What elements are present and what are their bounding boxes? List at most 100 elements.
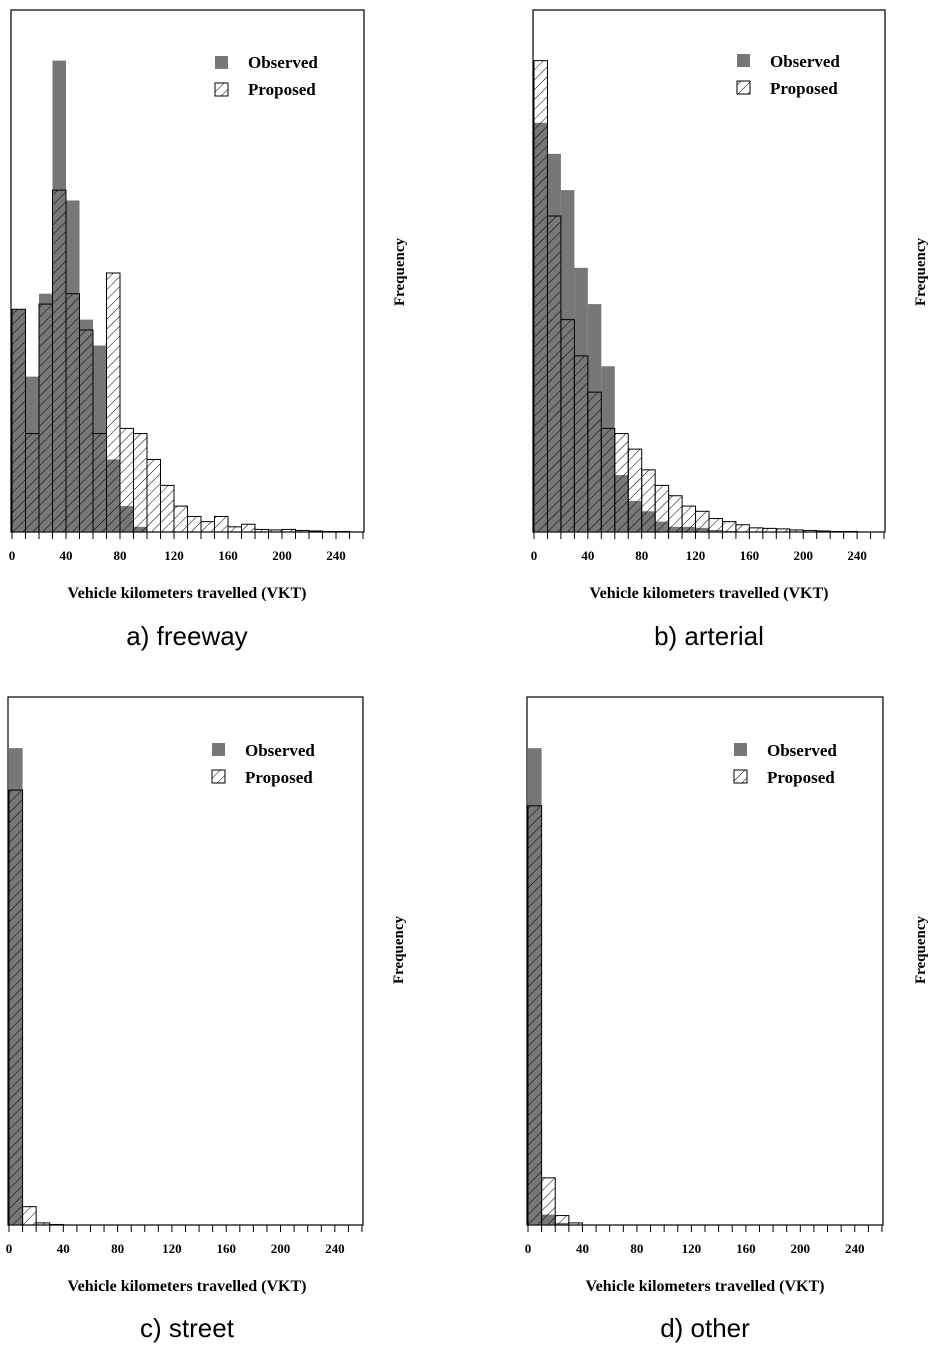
- proposed-bar: [119, 427, 134, 533]
- bars-group: [11, 60, 350, 533]
- x-ticks-group: 0 40 80 120 160 200 240: [525, 1225, 883, 1256]
- proposed-bar: [614, 433, 629, 533]
- x-tick-label: 160: [216, 1241, 236, 1256]
- y-axis-label: Frequency: [913, 915, 928, 984]
- bars-group: [8, 748, 64, 1226]
- x-tick-label: 240: [845, 1241, 865, 1256]
- proposed-bar: [38, 303, 53, 533]
- legend-proposed-label: Proposed: [245, 768, 313, 787]
- x-axis-label: Vehicle kilometers travelled (VKT): [68, 585, 307, 602]
- proposed-bar: [641, 469, 656, 533]
- legend-proposed-swatch: [733, 769, 748, 784]
- proposed-bar: [268, 529, 283, 533]
- proposed-bar: [587, 391, 602, 533]
- proposed-bar: [295, 529, 310, 533]
- proposed-bar: [600, 427, 616, 533]
- legend-proposed-swatch: [214, 82, 229, 97]
- proposed-bar: [106, 272, 121, 533]
- bars-group: [527, 748, 583, 1226]
- x-tick-label: 0: [6, 1241, 13, 1256]
- proposed-bar: [52, 189, 67, 533]
- x-tick-label: 160: [736, 1241, 756, 1256]
- legend-observed-label: Observed: [245, 741, 315, 760]
- panel-other: 0 40 80 120 160 200 240 Observed Proposed Vehi…: [525, 696, 928, 1343]
- proposed-bar: [281, 528, 296, 533]
- x-tick-label: 0: [531, 548, 538, 563]
- legend-proposed-label: Proposed: [770, 79, 838, 98]
- x-tick-label: 40: [576, 1241, 589, 1256]
- panel-arterial: 0 40 80 120 160 200 240 Observed Proposed Vehi…: [531, 9, 928, 651]
- x-ticks-group: 0 40 80 120 160 200 240: [9, 532, 364, 563]
- proposed-bar: [8, 789, 24, 1226]
- proposed-bar: [735, 524, 750, 533]
- legend-proposed-label: Proposed: [248, 80, 316, 99]
- proposed-bar: [227, 526, 242, 533]
- x-tick-label: 240: [326, 548, 346, 563]
- proposed-bar: [843, 530, 858, 533]
- proposed-bar: [11, 308, 26, 533]
- legend: Observed Proposed: [214, 53, 318, 99]
- proposed-bar: [554, 1215, 570, 1226]
- proposed-bar: [829, 530, 845, 533]
- proposed-bar: [49, 1223, 64, 1226]
- x-tick-label: 120: [164, 548, 184, 563]
- x-ticks-group: 0 40 80 120 160 200 240: [6, 1225, 363, 1256]
- proposed-bar: [241, 523, 256, 533]
- panel-caption: a) freeway: [126, 621, 247, 651]
- x-tick-label: 80: [111, 1241, 124, 1256]
- x-tick-label: 80: [635, 548, 648, 563]
- proposed-bar: [146, 458, 161, 533]
- proposed-bar: [681, 505, 697, 533]
- proposed-bar: [308, 530, 323, 533]
- proposed-bar: [627, 448, 643, 533]
- proposed-bar: [695, 510, 710, 533]
- proposed-bar: [322, 530, 337, 533]
- proposed-bar: [25, 433, 40, 533]
- proposed-bar: [200, 521, 215, 533]
- x-tick-label: 240: [325, 1241, 345, 1256]
- proposed-bar: [160, 484, 175, 533]
- proposed-bar: [187, 515, 202, 533]
- x-tick-label: 160: [740, 548, 760, 563]
- proposed-bar: [762, 527, 777, 533]
- legend: Observed Proposed: [211, 741, 315, 787]
- proposed-bar: [527, 805, 543, 1226]
- proposed-bar: [173, 505, 188, 533]
- y-axis-label: Frequency: [392, 237, 408, 306]
- legend-observed-swatch: [734, 743, 747, 756]
- x-tick-label: 0: [525, 1241, 532, 1256]
- proposed-bar: [335, 530, 350, 533]
- bars-group: [533, 60, 858, 533]
- x-tick-label: 160: [218, 548, 238, 563]
- proposed-bar: [654, 484, 670, 533]
- proposed-bar: [533, 60, 548, 533]
- legend-observed-swatch: [215, 56, 228, 69]
- proposed-bar: [214, 515, 229, 533]
- legend-observed-label: Observed: [770, 52, 840, 71]
- legend-proposed-label: Proposed: [767, 768, 835, 787]
- x-tick-label: 240: [847, 548, 867, 563]
- x-axis-label: Vehicle kilometers travelled (VKT): [586, 1278, 825, 1295]
- proposed-bar: [721, 521, 737, 533]
- proposed-bar: [802, 529, 818, 533]
- proposed-bar: [573, 355, 589, 533]
- proposed-bar: [546, 215, 562, 533]
- proposed-bar: [92, 433, 107, 533]
- legend: Observed Proposed: [733, 741, 837, 787]
- x-tick-label: 40: [581, 548, 594, 563]
- x-axis-label: Vehicle kilometers travelled (VKT): [68, 1278, 307, 1295]
- proposed-bar: [541, 1177, 556, 1226]
- x-tick-label: 120: [682, 1241, 702, 1256]
- proposed-bar: [133, 433, 148, 533]
- panel-caption: d) other: [660, 1313, 750, 1343]
- proposed-bar: [22, 1206, 37, 1226]
- proposed-bar: [79, 329, 94, 533]
- legend-observed-label: Observed: [767, 741, 837, 760]
- x-tick-label: 200: [272, 548, 292, 563]
- y-axis-label: Frequency: [913, 237, 928, 306]
- x-tick-label: 120: [162, 1241, 182, 1256]
- legend-observed-swatch: [212, 743, 225, 756]
- x-tick-label: 80: [630, 1241, 643, 1256]
- legend-observed-label: Observed: [248, 53, 318, 72]
